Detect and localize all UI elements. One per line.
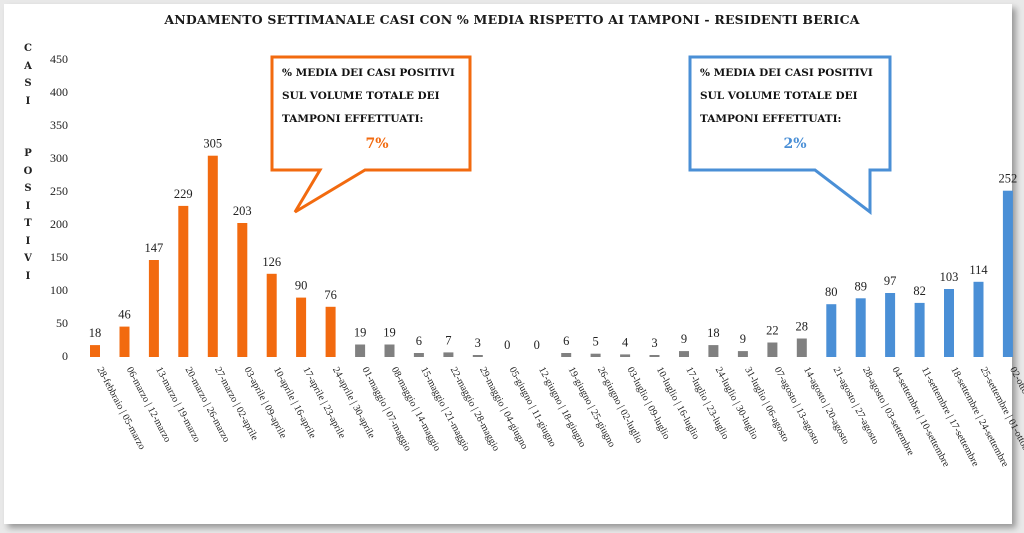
y-tick-label: 200 bbox=[50, 217, 68, 231]
bar bbox=[148, 260, 159, 357]
bar bbox=[355, 344, 366, 357]
data-label: 3 bbox=[651, 336, 657, 350]
data-label: 103 bbox=[940, 270, 959, 284]
data-label: 28 bbox=[796, 320, 809, 334]
data-label: 76 bbox=[324, 288, 337, 302]
y-tick-label: 300 bbox=[50, 151, 68, 165]
bar bbox=[266, 273, 277, 357]
data-label: 9 bbox=[681, 332, 687, 346]
bar bbox=[296, 297, 307, 357]
x-tick-label: 28-agosto | 03-settembre bbox=[860, 365, 916, 458]
x-tick-label: 04-settembre | 10-settembre bbox=[889, 365, 951, 469]
y-tick-label: 250 bbox=[50, 184, 68, 198]
callout-blue-line-3: TAMPONI EFFETTUATI: bbox=[700, 113, 842, 125]
callout-orange-line-1: % MEDIA DEI CASI POSITIVI bbox=[282, 67, 455, 79]
bar bbox=[178, 205, 189, 357]
bar bbox=[679, 351, 689, 357]
data-label: 229 bbox=[174, 187, 193, 201]
bar bbox=[384, 344, 395, 357]
bar bbox=[561, 353, 572, 357]
data-label: 19 bbox=[383, 326, 396, 340]
data-label: 46 bbox=[118, 308, 131, 322]
bar bbox=[413, 353, 424, 357]
data-label: 9 bbox=[740, 332, 746, 346]
bar bbox=[944, 289, 954, 357]
data-label: 305 bbox=[203, 137, 222, 151]
x-tick-label: 11-settembre | 17-settembre bbox=[919, 365, 981, 469]
bar bbox=[885, 293, 896, 357]
data-label: 0 bbox=[504, 338, 510, 352]
data-label: 0 bbox=[534, 338, 540, 352]
data-label: 6 bbox=[563, 334, 569, 348]
bar bbox=[796, 338, 807, 357]
y-tick-label: 350 bbox=[50, 118, 68, 132]
bar bbox=[914, 302, 925, 357]
data-label: 19 bbox=[354, 326, 367, 340]
bar bbox=[1002, 190, 1013, 357]
data-label: 126 bbox=[262, 255, 281, 269]
data-label: 22 bbox=[766, 324, 779, 338]
chart-title: ANDAMENTO SETTIMANALE CASI CON % MEDIA R… bbox=[164, 12, 860, 27]
data-label: 3 bbox=[475, 336, 481, 350]
data-label: 18 bbox=[89, 326, 102, 340]
callout-blue-value: 2% bbox=[783, 136, 807, 152]
bar bbox=[826, 304, 837, 357]
callout-orange-box bbox=[270, 55, 472, 214]
y-tick-label: 0 bbox=[62, 349, 68, 363]
data-label: 82 bbox=[913, 284, 926, 298]
bar bbox=[90, 345, 100, 357]
data-label: 80 bbox=[825, 285, 838, 299]
data-label: 89 bbox=[854, 279, 867, 293]
bar bbox=[649, 355, 660, 357]
bar bbox=[737, 351, 748, 357]
bar bbox=[472, 355, 483, 357]
y-tick-label: 50 bbox=[56, 316, 68, 330]
data-label: 252 bbox=[999, 172, 1018, 186]
callout-blue-box bbox=[688, 55, 892, 216]
data-label: 7 bbox=[445, 333, 451, 347]
data-label: 90 bbox=[295, 279, 308, 293]
callout-orange-line-3: TAMPONI EFFETTUATI: bbox=[282, 113, 424, 125]
callout-orange-value: 7% bbox=[365, 136, 389, 152]
bar bbox=[855, 298, 866, 357]
data-label: 147 bbox=[145, 241, 164, 255]
data-label: 97 bbox=[884, 274, 897, 288]
data-label: 114 bbox=[969, 263, 988, 277]
y-tick-label: 400 bbox=[50, 85, 68, 99]
callout-blue-line-1: % MEDIA DEI CASI POSITIVI bbox=[700, 67, 873, 79]
y-tick-label: 100 bbox=[50, 283, 68, 297]
callout-blue: % MEDIA DEI CASI POSITIVI SUL VOLUME TOT… bbox=[700, 62, 890, 156]
bar bbox=[973, 281, 984, 357]
y-tick-label: 150 bbox=[50, 250, 68, 264]
bar bbox=[119, 326, 130, 357]
data-label: 18 bbox=[707, 326, 720, 340]
bar bbox=[443, 352, 454, 357]
callout-blue-line-2: SUL VOLUME TOTALE DEI bbox=[700, 90, 858, 102]
data-label: 203 bbox=[233, 204, 252, 218]
x-tick-label: 18-settembre | 24-settembre bbox=[948, 365, 1010, 469]
callout-orange-line-2: SUL VOLUME TOTALE DEI bbox=[282, 90, 440, 102]
data-label: 5 bbox=[592, 335, 598, 349]
bar bbox=[590, 353, 601, 357]
bar bbox=[767, 342, 778, 357]
bar bbox=[708, 345, 719, 357]
data-label: 6 bbox=[416, 334, 422, 348]
bar bbox=[325, 306, 336, 357]
bar bbox=[620, 354, 631, 357]
bar bbox=[237, 223, 248, 357]
data-label: 4 bbox=[622, 335, 629, 349]
y-tick-label: 450 bbox=[50, 52, 68, 66]
callout-orange: % MEDIA DEI CASI POSITIVI SUL VOLUME TOT… bbox=[282, 62, 472, 156]
bar bbox=[207, 155, 218, 357]
